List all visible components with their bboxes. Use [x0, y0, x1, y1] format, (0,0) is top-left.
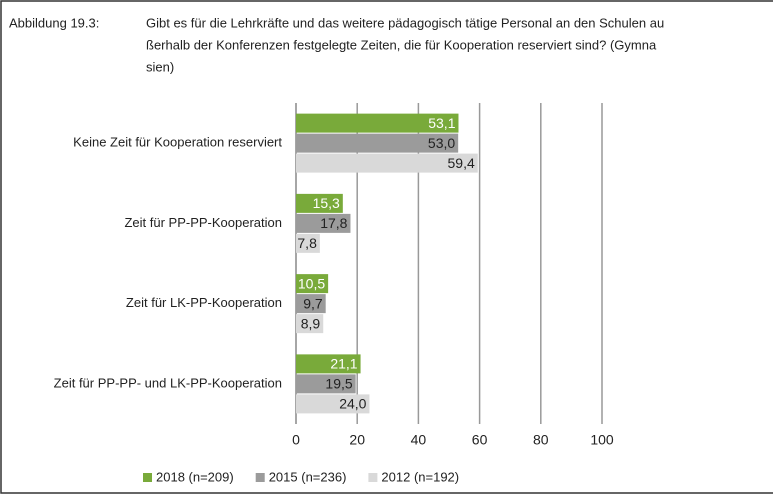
value-label: 53,0: [428, 135, 455, 151]
legend-swatch: [368, 473, 378, 482]
value-label: 7,8: [297, 235, 317, 251]
x-tick-label: 60: [472, 432, 488, 448]
title-line: ßerhalb der Konferenzen festgelegte Zeit…: [146, 37, 657, 52]
bar: [296, 294, 326, 314]
legend-label: 2012 (n=192): [381, 469, 459, 484]
bar: [296, 233, 320, 253]
title-line: sien): [146, 59, 174, 74]
x-tick-label: 0: [292, 432, 300, 448]
bar: [296, 314, 324, 334]
bar: [296, 193, 343, 213]
bar: [296, 213, 351, 233]
legend-label: 2018 (n=209): [156, 469, 234, 484]
category-label: Zeit für PP-PP- und LK-PP-Kooperation: [54, 375, 282, 390]
x-tick-label: 80: [533, 432, 549, 448]
bar: [296, 153, 478, 173]
bar: [296, 274, 329, 294]
value-label: 17,8: [320, 215, 347, 231]
category-label: Zeit für PP-PP-Kooperation: [124, 215, 282, 230]
value-label: 10,5: [298, 275, 325, 291]
bar: [296, 113, 459, 133]
legend-swatch: [143, 473, 152, 482]
bar: [296, 354, 361, 374]
value-label: 59,4: [448, 155, 475, 171]
bar: [296, 374, 356, 394]
figure-label: Abbildung 19.3:: [9, 15, 99, 30]
x-tick-label: 40: [411, 432, 427, 448]
value-label: 19,5: [325, 376, 352, 392]
x-tick-label: 100: [590, 432, 614, 448]
category-label: Keine Zeit für Kooperation reserviert: [73, 135, 282, 150]
legend-swatch: [255, 473, 265, 482]
value-label: 53,1: [428, 115, 455, 131]
value-label: 8,9: [301, 315, 321, 331]
category-label: Zeit für LK-PP-Kooperation: [126, 295, 282, 310]
value-label: 15,3: [313, 195, 340, 211]
x-tick-label: 20: [349, 432, 365, 448]
value-label: 9,7: [303, 295, 323, 311]
bar: [296, 394, 370, 414]
bar: [296, 133, 459, 153]
value-label: 21,1: [330, 356, 357, 372]
title-line: Gibt es für die Lehrkräfte und das weite…: [146, 15, 664, 30]
value-label: 24,0: [339, 396, 366, 412]
legend-label: 2015 (n=236): [269, 469, 347, 484]
